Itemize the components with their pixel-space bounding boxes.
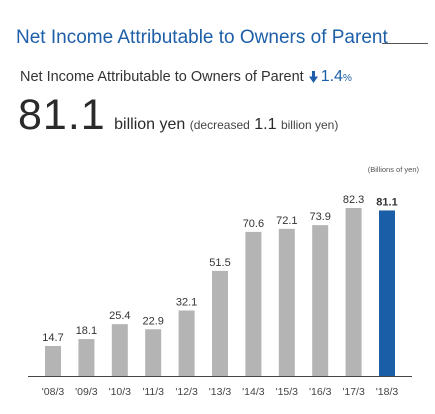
title-rule <box>382 43 428 44</box>
data-label: 25.4 <box>109 310 130 322</box>
x-tick-label: '12/3 <box>175 386 198 398</box>
data-label: 14.7 <box>42 332 63 344</box>
change-unit: % <box>342 73 352 84</box>
headline-note-value: 1.1 <box>254 116 277 133</box>
data-label: 81.1 <box>376 196 397 208</box>
data-label: 70.6 <box>243 218 264 230</box>
bar <box>345 208 362 376</box>
bar <box>245 231 262 376</box>
x-tick-label: '13/3 <box>209 386 232 398</box>
data-label: 73.9 <box>309 211 330 223</box>
bar <box>145 329 162 376</box>
headline-note-prefix: (decreased <box>189 118 250 132</box>
headline-note-suffix: billion yen) <box>280 118 339 132</box>
bar <box>45 345 61 376</box>
data-label: 18.1 <box>76 325 97 337</box>
bar <box>111 324 128 376</box>
x-tick-label: '08/3 <box>42 386 65 398</box>
data-label: 51.5 <box>209 257 230 269</box>
bar <box>178 310 195 376</box>
data-label: 72.1 <box>276 215 297 227</box>
x-tick-label: '17/3 <box>342 386 365 398</box>
x-tick-label: '16/3 <box>309 386 332 398</box>
x-tick-label: '15/3 <box>276 386 299 398</box>
headline-unit: billion yen <box>114 116 186 133</box>
bar <box>379 210 395 376</box>
subhead: Net Income Attributable to Owners of Par… <box>20 68 352 86</box>
data-label: 82.3 <box>343 194 364 206</box>
bar <box>78 339 95 376</box>
subhead-label: Net Income Attributable to Owners of Par… <box>20 69 304 85</box>
arrow-down-icon <box>308 71 318 87</box>
bar <box>312 225 329 376</box>
x-tick-label: '10/3 <box>109 386 132 398</box>
bar <box>212 270 228 376</box>
data-label: 22.9 <box>142 315 163 327</box>
x-tick-label: '14/3 <box>242 386 265 398</box>
bar <box>278 228 295 376</box>
data-label: 32.1 <box>176 296 197 308</box>
chart-unit-label: (Billions of yen) <box>367 165 419 174</box>
headline-value: 81.1 <box>18 91 106 139</box>
section-title: Net Income Attributable to Owners of Par… <box>16 27 388 48</box>
x-tick-label: '11/3 <box>142 386 164 398</box>
change-value: 1.4 <box>320 68 343 85</box>
headline: 81.1 billion yen (decreased 1.1 billion … <box>18 91 338 140</box>
x-tick-label: '18/3 <box>376 386 399 398</box>
x-tick-label: '09/3 <box>75 386 98 398</box>
